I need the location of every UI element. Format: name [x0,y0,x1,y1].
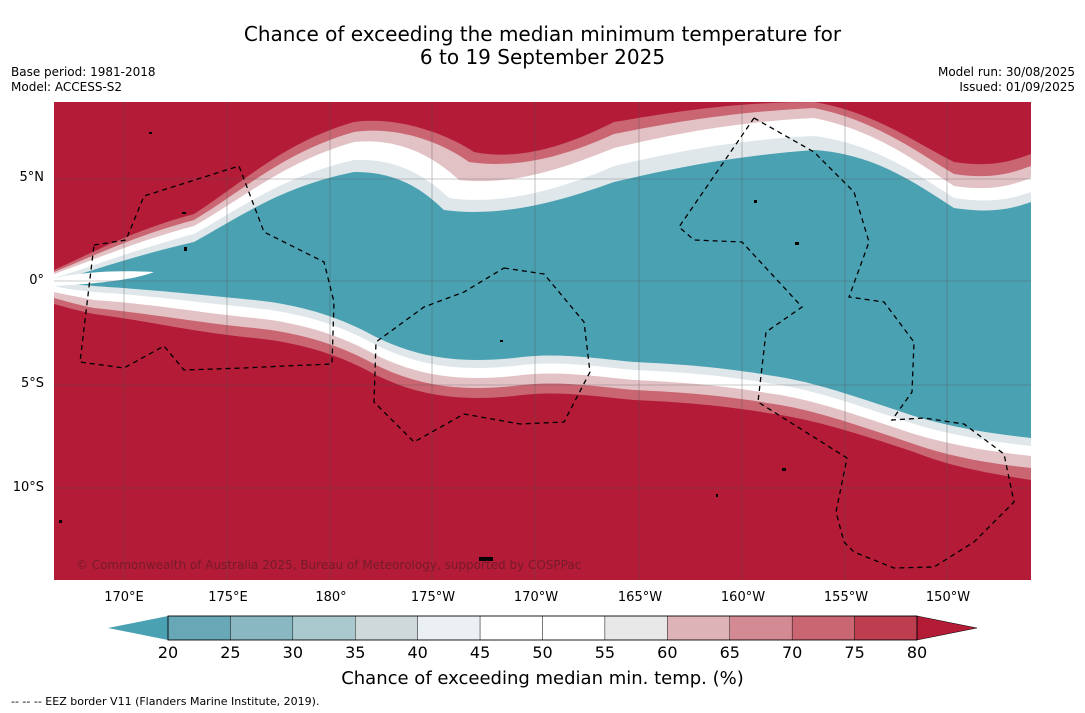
lon-label-170e: 170°E [104,590,144,605]
lat-label-5n: 5°N [19,170,45,185]
lon-label-170w: 170°W [513,590,559,605]
island [500,340,503,342]
meta-left: Base period: 1981-2018 Model: ACCESS-S2 [11,65,156,95]
colorbar-tick-label: 40 [407,643,428,662]
map-title-line-2: 6 to 19 September 2025 [419,45,666,69]
map-title-line-1: Chance of exceeding the median minimum t… [243,22,842,46]
colorbar-tick-label: 80 [906,643,928,662]
island [182,212,186,214]
model-name: Model: ACCESS-S2 [11,80,123,94]
lon-label-165w: 165°W [617,590,663,605]
colorbar-cell [854,615,918,641]
colorbar-cell [479,615,543,641]
eez-border-line-islands [678,117,1015,569]
eez-legend-footer: -- -- -- EEZ border V11 (Flanders Marine… [11,695,320,708]
island [184,247,187,251]
model-run: Model run: 30/08/2025 [937,65,1075,79]
colorbar-tick-label: 55 [594,643,616,662]
colorbar-cell [542,615,606,641]
island [59,520,62,523]
colorbar-tick-label: 50 [532,643,553,662]
below-median-region [54,150,1031,438]
colorbar-tick-label: 35 [345,643,366,662]
probability-map [54,102,1031,580]
colorbar [108,615,978,641]
lat-label-10s: 10°S [12,480,44,495]
lon-label-160w: 160°W [720,590,766,605]
lon-label-175w: 175°W [410,590,456,605]
lon-label-155w: 155°W [823,590,869,605]
colorbar-cell [667,615,730,641]
lon-label-150w: 150°W [925,590,971,605]
graticule [54,102,1031,580]
colorbar-tick-label: 25 [220,643,241,662]
small-islands [59,132,799,561]
island [479,557,493,561]
island [716,494,718,497]
colorbar-cell [417,615,481,641]
colorbar-tick-label: 65 [719,643,740,662]
eez-border-kiribati-west [79,165,335,371]
lat-label-5s: 5°S [20,376,44,391]
island [782,468,786,471]
copyright-notice: © Commonwealth of Australia 2025, Bureau… [76,558,582,572]
contour-band-west-white [54,271,154,286]
lon-label-180: 180° [315,590,347,605]
colorbar-cell [167,615,231,641]
colorbar-tick-label: 30 [282,643,303,662]
island [795,242,799,245]
eez-border-central [373,267,591,443]
colorbar-tick-label: 70 [781,643,803,662]
colorbar-cell [292,615,356,641]
lat-label-0: 0° [29,273,44,288]
colorbar-tick-label: 75 [844,643,865,662]
colorbar-cell [355,615,418,641]
colorbar-cell [729,615,793,641]
colorbar-tick-label: 20 [157,643,179,662]
colorbar-under-arrow [108,616,168,640]
map-panel: © Commonwealth of Australia 2025, Bureau… [54,102,1031,580]
island [754,200,757,203]
colorbar-tick-label: 45 [469,643,491,662]
colorbar-cell [604,615,668,641]
colorbar-cell [791,615,855,641]
lon-label-175e: 175°E [208,590,248,605]
issued-date: Issued: 01/09/2025 [959,80,1075,94]
colorbar-cells [167,615,918,641]
colorbar-label: Chance of exceeding median min. temp. (%… [341,668,744,689]
colorbar-cell [230,615,294,641]
base-period: Base period: 1981-2018 [11,65,156,79]
eez-borders [79,117,1015,569]
colorbar-over-arrow [916,615,978,641]
colorbar-tick-label: 60 [657,643,678,662]
meta-right: Model run: 30/08/2025 Issued: 01/09/2025 [938,65,1075,95]
island [149,132,152,134]
colorbar-outline [167,615,918,641]
